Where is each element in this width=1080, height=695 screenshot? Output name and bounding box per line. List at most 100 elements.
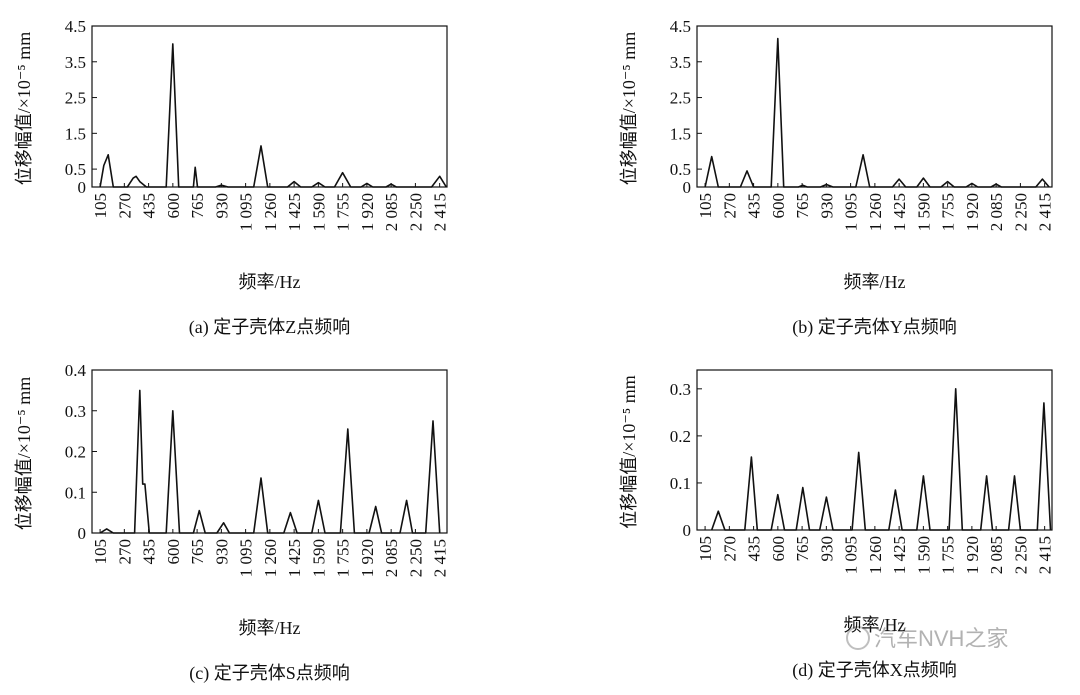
x-tick-label: 1 590	[309, 539, 328, 577]
y-tick-label: 0.1	[65, 483, 86, 502]
x-tick-label: 1 920	[358, 539, 377, 577]
x-tick-label: 435	[745, 193, 764, 219]
x-tick-label: 1 095	[237, 539, 256, 577]
x-tick-label: 1 425	[890, 193, 909, 231]
y-tick-label: 4.5	[65, 17, 86, 36]
x-tick-label: 1 590	[914, 536, 933, 574]
x-tick-label: 105	[696, 193, 715, 219]
data-line	[710, 388, 1052, 531]
x-tick-label: 1 755	[334, 539, 353, 577]
y-tick-label: 0.5	[65, 160, 86, 179]
y-tick-label: 0.3	[65, 402, 86, 421]
x-tick-label: 2 250	[1011, 193, 1030, 231]
y-tick-label: 1.5	[65, 124, 86, 143]
y-tick-label: 0	[683, 178, 692, 197]
x-tick-label: 2 085	[987, 536, 1006, 574]
x-tick-label: 435	[745, 536, 764, 562]
y-tick-label: 2.5	[65, 89, 86, 108]
x-axis-label: 频率/Hz	[844, 272, 906, 292]
y-axis-label: 位移幅值/×10⁻⁵ mm	[619, 32, 639, 185]
y-tick-label: 0.1	[670, 474, 691, 493]
x-tick-label: 105	[91, 539, 110, 565]
caption: (c) 定子壳体S点频响	[189, 663, 350, 684]
x-tick-label: 2 415	[1036, 193, 1055, 231]
data-line	[99, 43, 447, 188]
x-tick-label: 1 425	[890, 536, 909, 574]
caption: (d) 定子壳体X点频响	[792, 660, 957, 681]
y-tick-label: 0	[78, 524, 87, 543]
x-tick-label: 2 085	[382, 193, 401, 231]
x-tick-label: 1 425	[285, 193, 304, 231]
x-tick-label: 1 755	[334, 193, 353, 231]
plot-frame	[696, 369, 1053, 531]
x-axis-label: 频率/Hz	[239, 272, 301, 292]
plot-frame	[696, 25, 1053, 188]
plot-frame	[91, 369, 448, 534]
y-tick-label: 4.5	[670, 17, 691, 36]
x-tick-label: 600	[164, 539, 183, 565]
x-tick-label: 1 260	[261, 193, 280, 231]
y-tick-label: 3.5	[670, 53, 691, 72]
x-tick-label: 105	[91, 193, 110, 219]
x-tick-label: 1 920	[963, 193, 982, 231]
y-tick-label: 0.2	[670, 427, 691, 446]
x-tick-label: 1 260	[866, 193, 885, 231]
x-tick-label: 930	[817, 193, 836, 219]
x-tick-label: 270	[115, 539, 134, 565]
watermark-icon	[846, 626, 870, 650]
x-tick-label: 765	[188, 193, 207, 219]
x-tick-label: 600	[769, 536, 788, 562]
subplot: 0 0.1 0.2 0.3 105 270 435 600 765 930 1 095 1 260 1 …	[619, 369, 1055, 681]
y-tick-label: 3.5	[65, 53, 86, 72]
y-tick-label: 1.5	[670, 124, 691, 143]
x-tick-label: 435	[140, 539, 159, 565]
y-tick-label: 0.4	[65, 361, 87, 380]
y-axis-label: 位移幅值/×10⁻⁵ mm	[14, 377, 34, 530]
y-axis-label: 位移幅值/×10⁻⁵ mm	[619, 375, 639, 528]
data-line	[99, 389, 441, 534]
x-tick-label: 2 415	[431, 193, 450, 231]
caption: (b) 定子壳体Y点频响	[792, 317, 957, 338]
x-tick-label: 765	[188, 539, 207, 565]
x-tick-label: 600	[164, 193, 183, 219]
y-tick-label: 0.2	[65, 443, 86, 462]
x-tick-label: 2 415	[431, 539, 450, 577]
x-tick-label: 930	[817, 536, 836, 562]
watermark-text: 汽车NVH之家	[874, 626, 1008, 651]
y-tick-label: 0	[683, 521, 692, 540]
x-tick-label: 1 260	[866, 536, 885, 574]
data-line	[704, 37, 1050, 188]
x-tick-label: 105	[696, 536, 715, 562]
x-tick-label: 1 095	[237, 193, 256, 231]
x-tick-label: 2 250	[406, 539, 425, 577]
y-tick-label: 0.3	[670, 380, 691, 399]
x-tick-label: 765	[793, 193, 812, 219]
plot-frame	[91, 25, 448, 188]
subplot: 00.5 1.5 2.5 3.5 4.5 105 270 435 600 765 930 1 095 1…	[619, 17, 1055, 338]
y-tick-label: 0	[78, 178, 87, 197]
x-tick-label: 1 095	[842, 193, 861, 231]
subplot: 0 0.1 0.2 0.3 0.4 105 270 435 600 765 930 1 095 1 26…	[14, 361, 450, 684]
y-tick-label: 2.5	[670, 89, 691, 108]
x-tick-label: 2 085	[987, 193, 1006, 231]
x-tick-label: 2 085	[382, 539, 401, 577]
x-tick-label: 1 755	[939, 536, 958, 574]
y-axis-label: 位移幅值/×10⁻⁵ mm	[14, 32, 34, 185]
subplot: 00.5 1.5 2.5 3.5 4.5 105 270 435 600 765 930 1 095 1…	[14, 17, 450, 338]
x-tick-label: 2 250	[1011, 536, 1030, 574]
x-tick-label: 270	[115, 193, 134, 219]
x-axis-label: 频率/Hz	[844, 615, 906, 635]
x-tick-label: 1 590	[914, 193, 933, 231]
x-tick-label: 1 920	[963, 536, 982, 574]
x-tick-label: 270	[720, 536, 739, 562]
x-tick-label: 1 260	[261, 539, 280, 577]
caption: (a) 定子壳体Z点频响	[189, 317, 350, 338]
x-tick-label: 2 250	[406, 193, 425, 231]
x-tick-label: 1 920	[358, 193, 377, 231]
x-tick-label: 765	[793, 536, 812, 562]
x-tick-label: 1 425	[285, 539, 304, 577]
y-tick-label: 0.5	[670, 160, 691, 179]
x-tick-label: 270	[720, 193, 739, 219]
